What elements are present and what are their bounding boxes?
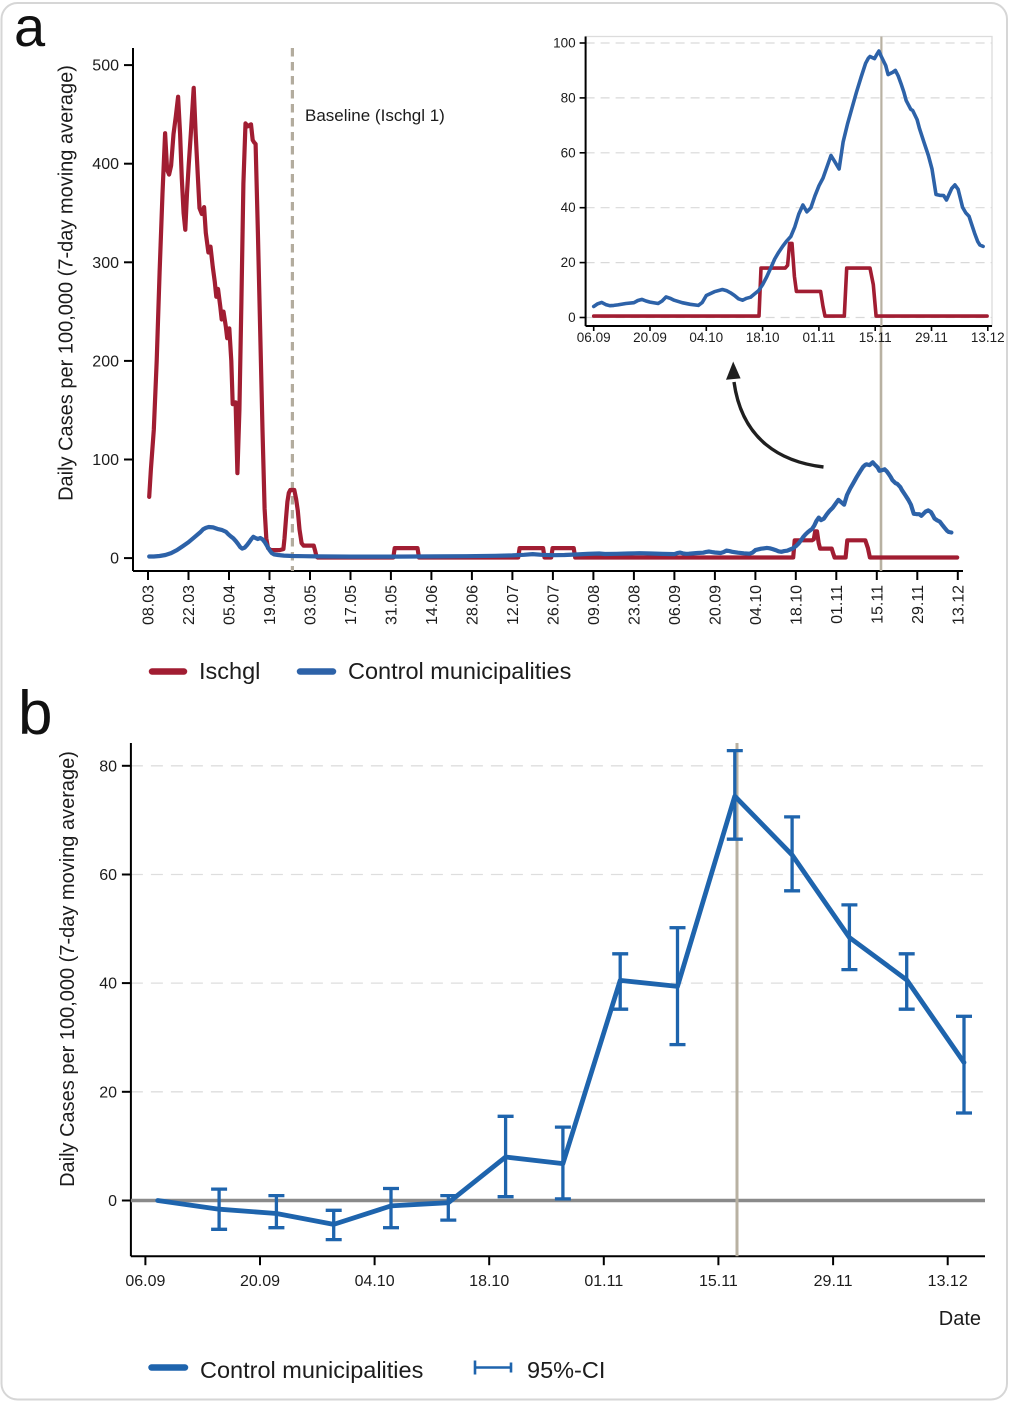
svg-text:Control municipalities: Control municipalities (348, 658, 571, 684)
svg-text:400: 400 (92, 156, 119, 173)
svg-text:29.11: 29.11 (915, 330, 948, 345)
svg-text:01.11: 01.11 (829, 585, 846, 624)
svg-text:18.10: 18.10 (469, 1273, 509, 1290)
svg-text:01.11: 01.11 (584, 1273, 623, 1290)
svg-text:12.07: 12.07 (505, 585, 522, 625)
svg-text:18.10: 18.10 (788, 585, 805, 625)
svg-text:80: 80 (99, 758, 117, 775)
svg-text:06.09: 06.09 (577, 330, 611, 345)
svg-text:03.05: 03.05 (303, 585, 320, 625)
svg-text:06.09: 06.09 (667, 585, 684, 625)
svg-text:20.09: 20.09 (633, 330, 667, 345)
svg-text:01.11: 01.11 (803, 330, 836, 345)
svg-text:Daily Cases per 100,000 (7-day: Daily Cases per 100,000 (7-day moving av… (57, 751, 79, 1187)
svg-text:09.08: 09.08 (586, 585, 603, 625)
svg-text:05.04: 05.04 (222, 585, 239, 625)
svg-text:13.12: 13.12 (971, 330, 1005, 345)
svg-text:20: 20 (99, 1084, 117, 1101)
svg-text:100: 100 (553, 36, 576, 51)
svg-text:29.11: 29.11 (910, 585, 927, 624)
svg-text:13.12: 13.12 (950, 585, 967, 625)
svg-text:a: a (14, 0, 46, 58)
svg-text:08.03: 08.03 (141, 585, 158, 625)
svg-text:b: b (18, 679, 52, 748)
svg-text:300: 300 (92, 255, 119, 272)
svg-text:15.11: 15.11 (699, 1273, 738, 1290)
svg-text:0: 0 (108, 1193, 117, 1210)
svg-text:28.06: 28.06 (464, 585, 481, 625)
svg-text:Control municipalities: Control municipalities (200, 1357, 423, 1383)
svg-text:Baseline (Ischgl 1): Baseline (Ischgl 1) (305, 106, 445, 125)
svg-text:04.10: 04.10 (689, 330, 723, 345)
svg-text:19.04: 19.04 (262, 585, 279, 625)
svg-text:18.10: 18.10 (746, 330, 780, 345)
svg-text:22.03: 22.03 (181, 585, 198, 625)
svg-text:13.12: 13.12 (928, 1273, 968, 1290)
svg-text:04.10: 04.10 (355, 1273, 395, 1290)
svg-text:60: 60 (561, 145, 576, 160)
svg-text:20: 20 (561, 255, 576, 270)
svg-text:Date: Date (939, 1308, 981, 1330)
svg-text:15.11: 15.11 (869, 585, 886, 624)
svg-text:500: 500 (92, 58, 119, 75)
svg-text:20.09: 20.09 (240, 1273, 280, 1290)
svg-text:23.08: 23.08 (626, 585, 643, 625)
svg-text:26.07: 26.07 (545, 585, 562, 625)
svg-text:Daily Cases per 100,000 (7-day: Daily Cases per 100,000 (7-day moving av… (56, 65, 78, 501)
svg-text:29.11: 29.11 (814, 1273, 853, 1290)
svg-text:04.10: 04.10 (748, 585, 765, 625)
svg-text:95%-CI: 95%-CI (527, 1357, 605, 1383)
svg-text:60: 60 (99, 867, 117, 884)
svg-text:0: 0 (110, 551, 119, 568)
svg-text:0: 0 (568, 310, 576, 325)
svg-text:40: 40 (99, 976, 117, 993)
svg-text:31.05: 31.05 (383, 585, 400, 625)
svg-text:06.09: 06.09 (125, 1273, 165, 1290)
svg-text:Ischgl: Ischgl (199, 658, 260, 684)
svg-text:40: 40 (561, 200, 576, 215)
svg-text:100: 100 (92, 452, 119, 469)
svg-text:200: 200 (92, 353, 119, 370)
svg-text:14.06: 14.06 (424, 585, 441, 625)
svg-text:80: 80 (561, 90, 576, 105)
svg-text:17.05: 17.05 (343, 585, 360, 625)
svg-text:15.11: 15.11 (859, 330, 892, 345)
svg-text:20.09: 20.09 (707, 585, 724, 625)
